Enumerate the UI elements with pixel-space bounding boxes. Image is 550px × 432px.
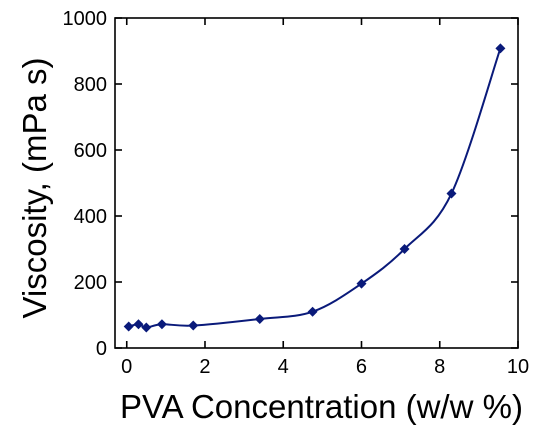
data-point [399,244,410,254]
plot-frame [114,17,519,349]
y-tick-label: 0 [96,338,107,360]
data-point [156,319,167,330]
x-tick-label: 2 [199,356,210,378]
y-axis-title: Viscosity, (mPa s) [16,58,53,319]
data-point [141,322,152,333]
series-line [128,48,502,329]
data-point [123,321,134,332]
data-point [254,313,265,324]
data-point [495,43,506,54]
x-axis-title: PVA Concentration (w/w %) [120,388,523,425]
y-tick-label: 200 [74,272,107,294]
data-point [307,306,318,317]
x-tick-label: 8 [434,356,445,378]
x-tick-label: 10 [507,356,529,378]
data-point [356,278,367,289]
x-tick-label: 0 [121,356,132,378]
data-point [188,320,199,331]
markers-layer [123,43,506,333]
ticks-layer: 0 2 4 6 8 10 0 200 400 600 800 1000 [63,8,530,378]
y-tick-label: 600 [74,140,107,162]
y-tick-label: 1000 [63,8,108,30]
data-point [133,319,144,330]
data-point [446,188,457,199]
x-tick-label: 6 [356,356,367,378]
x-tick-label: 4 [278,356,289,378]
y-tick-label: 400 [74,206,107,228]
y-tick-label: 800 [74,74,107,96]
